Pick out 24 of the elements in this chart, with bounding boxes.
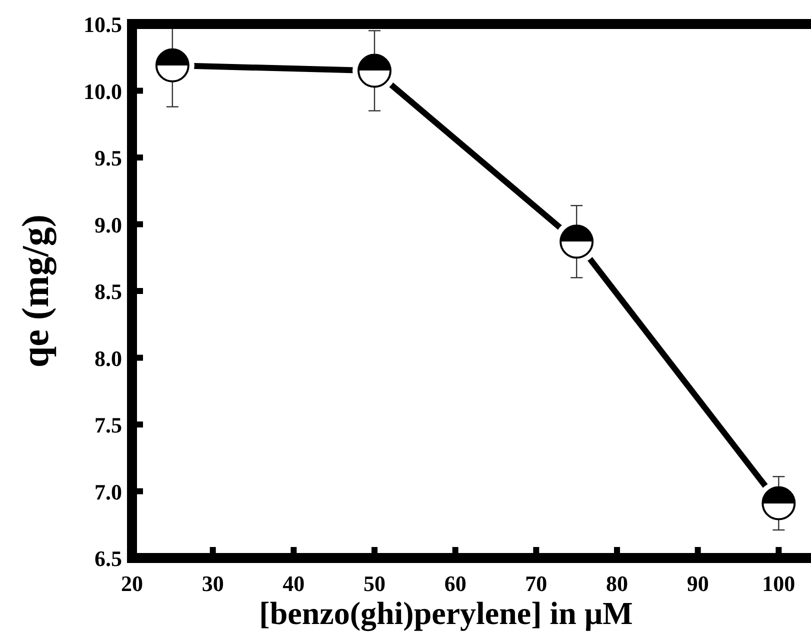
- x-tick-label: 30: [202, 571, 224, 596]
- x-tick-label: 100: [762, 571, 796, 596]
- x-tick-label: 40: [282, 571, 305, 596]
- y-axis-title: qe (mg/g): [15, 214, 57, 368]
- x-axis-title: [benzo(ghi)perylene] in μM: [259, 595, 633, 632]
- y-tick-label: 9.0: [94, 212, 122, 238]
- x-tick-label: 50: [364, 571, 386, 596]
- y-tick-label: 6.5: [94, 546, 122, 571]
- x-tick-label: 70: [525, 571, 548, 596]
- point: [560, 224, 594, 259]
- y-tick-label: 8.5: [94, 279, 122, 304]
- point: [155, 48, 190, 82]
- point: [358, 54, 392, 88]
- x-tick-label: 90: [686, 571, 709, 596]
- y-tick-label: 7.5: [94, 412, 122, 438]
- y-tick-label: 8.0: [94, 346, 122, 371]
- x-tick-label: 20: [121, 571, 143, 596]
- x-tick-label: 60: [444, 571, 466, 596]
- y-tick-label: 7.0: [94, 479, 122, 504]
- y-tick-label: 10.5: [84, 12, 122, 37]
- y-tick-label: 9.5: [94, 146, 122, 170]
- point: [762, 486, 796, 520]
- x-tick-label: 80: [606, 571, 628, 596]
- y-tick-label: 10.0: [84, 78, 122, 104]
